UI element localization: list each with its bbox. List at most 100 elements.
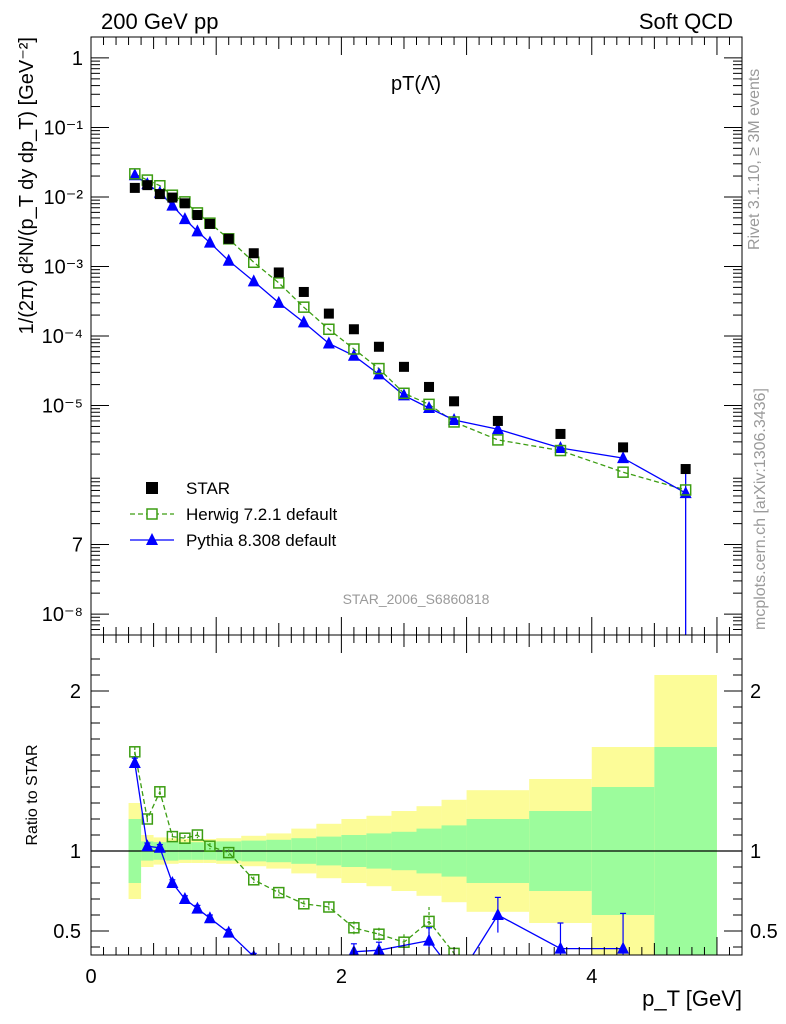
- pythia-ratio-point: [203, 911, 216, 924]
- legend-entry-label: Pythia 8.308 default: [186, 531, 337, 550]
- pythia-point: [166, 198, 179, 211]
- pythia-ratio-point: [423, 933, 436, 946]
- spectrum-panel: 1 10⁻¹ 10⁻² 10⁻³ 10⁻⁴ 10⁻⁵ 7 10⁻⁸ pT(Λ̄) STAR_2…: [16, 36, 743, 636]
- star-point: [424, 381, 435, 392]
- herwig-ratio-point: [423, 915, 435, 928]
- collision-label: 200 GeV pp: [101, 9, 218, 34]
- pythia-point: [448, 412, 461, 425]
- star-point: [348, 324, 359, 335]
- pythia-point: [491, 422, 504, 435]
- ratio-y-axis-label: Ratio to STAR: [24, 744, 41, 845]
- herwig-ratio-point: [222, 846, 235, 859]
- star-point: [192, 210, 203, 221]
- star-point: [204, 218, 215, 229]
- herwig-point: [398, 387, 410, 400]
- ratio-panel: 0.5 0.5 1 1 2 2 0 2 4 Ratio to STAR p_T [GeV]: [24, 634, 778, 1011]
- pythia-point: [617, 451, 630, 464]
- pythia-point: [247, 274, 260, 287]
- pythia-ratio-point: [128, 756, 141, 768]
- pythia-line: [134, 174, 687, 494]
- pythia-point: [203, 235, 216, 248]
- herwig-ratio-point: [179, 832, 191, 844]
- ratio-y-tick-label-right: 1: [750, 841, 761, 863]
- legend-entry-label: Herwig 7.2.1 default: [186, 505, 337, 524]
- pythia-ratio-point: [222, 925, 235, 938]
- pythia-point: [191, 224, 204, 237]
- herwig-line: [134, 173, 686, 491]
- ratio-ticks: 0.5 0.5 1 1 2 2 0 2 4: [53, 635, 778, 988]
- y-tick-label: 1: [72, 48, 83, 70]
- herwig-ratio-point: [323, 901, 335, 913]
- y-tick-label: 10⁻⁴: [42, 326, 83, 348]
- star-point: [154, 189, 165, 200]
- spectrum-marks: [128, 168, 692, 635]
- herwig-point: [129, 168, 141, 180]
- herwig-ratio-line: [134, 751, 456, 955]
- y-tick-label: 10⁻⁸: [42, 604, 83, 626]
- herwig-ratio-point: [141, 813, 154, 825]
- star-point: [618, 442, 629, 453]
- pythia-ratio-point: [554, 941, 567, 954]
- pythia-point: [554, 440, 567, 453]
- y-tick-label: 10⁻²: [44, 187, 84, 209]
- pythia-ratio-point: [166, 876, 179, 888]
- herwig-point: [617, 466, 629, 478]
- herwig-point: [492, 434, 504, 446]
- x-tick-label: 4: [586, 966, 597, 988]
- ratio-y-tick-label-right: 2: [750, 681, 761, 703]
- herwig-ratio-point: [348, 922, 360, 934]
- x-tick-label: 0: [85, 966, 96, 988]
- pythia-ratio-point: [191, 901, 204, 914]
- y-tick-label: 10⁻⁵: [42, 396, 83, 418]
- star-point: [492, 415, 503, 426]
- ratio-y-tick-label: 1: [70, 841, 81, 863]
- herwig-ratio-point: [248, 874, 260, 886]
- pythia-ratio-point: [617, 941, 630, 954]
- legend-entry-label: STAR: [186, 479, 230, 498]
- legend-star-marker: [146, 482, 158, 494]
- herwig-point: [298, 301, 310, 313]
- star-point: [373, 341, 384, 352]
- pythia-point: [297, 315, 310, 328]
- star-point: [248, 248, 259, 259]
- pythia-point: [222, 253, 235, 266]
- herwig-ratio-point: [273, 886, 285, 899]
- legend: STAR Herwig 7.2.1 default Pythia 8.308 def…: [130, 479, 337, 550]
- pythia-ratio-point: [178, 892, 191, 904]
- legend-herwig-marker: [146, 508, 158, 520]
- star-point: [167, 192, 178, 203]
- star-point: [223, 233, 234, 244]
- herwig-point: [448, 416, 460, 428]
- herwig-point: [323, 323, 335, 336]
- herwig-point: [423, 398, 435, 411]
- star-point: [555, 428, 566, 439]
- pythia-point: [397, 388, 410, 401]
- star-point: [142, 180, 153, 191]
- x-axis-label: p_T [GeV]: [642, 986, 742, 1011]
- pythia-point: [679, 486, 692, 499]
- category-label: Soft QCD: [639, 9, 733, 34]
- pythia-point: [272, 295, 285, 308]
- herwig-ratio-point: [166, 830, 179, 843]
- pythia-ratio-entry: [472, 914, 499, 955]
- ratio-y-tick-label: 2: [70, 681, 81, 703]
- rivet-version-label: Rivet 3.1.10, ≥ 3M events: [746, 69, 763, 250]
- herwig-ratio-point: [191, 829, 204, 841]
- pythia-point: [128, 168, 141, 181]
- y-tick-label: 7: [72, 535, 83, 557]
- herwig-point: [348, 343, 360, 355]
- star-point: [449, 396, 460, 407]
- y-tick-label: 10⁻³: [44, 256, 84, 278]
- ratio-y-tick-label-right: 0.5: [750, 921, 778, 943]
- star-point: [298, 286, 309, 297]
- spectrum-ticks: 1 10⁻¹ 10⁻² 10⁻³ 10⁻⁴ 10⁻⁵ 7 10⁻⁸: [42, 36, 743, 636]
- pythia-ratio-point: [153, 840, 166, 853]
- mcplots-reference-label: mcplots.cern.ch [arXiv:1306.3436]: [752, 388, 769, 630]
- y-axis-label: 1/(2π) d²N/(p_T dy dp_T) [GeV⁻²]: [16, 37, 38, 334]
- pythia-point: [322, 336, 335, 349]
- x-tick-label: 2: [336, 966, 347, 988]
- star-point: [129, 182, 140, 193]
- legend-pythia-marker: [146, 533, 158, 545]
- herwig-point: [554, 444, 567, 457]
